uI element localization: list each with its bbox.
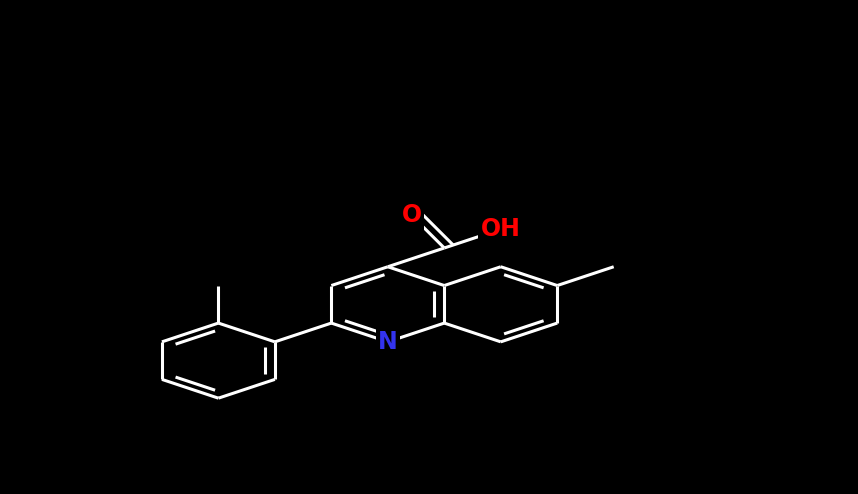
Text: O: O: [402, 204, 422, 227]
Text: OH: OH: [480, 217, 521, 241]
Text: N: N: [378, 330, 398, 354]
